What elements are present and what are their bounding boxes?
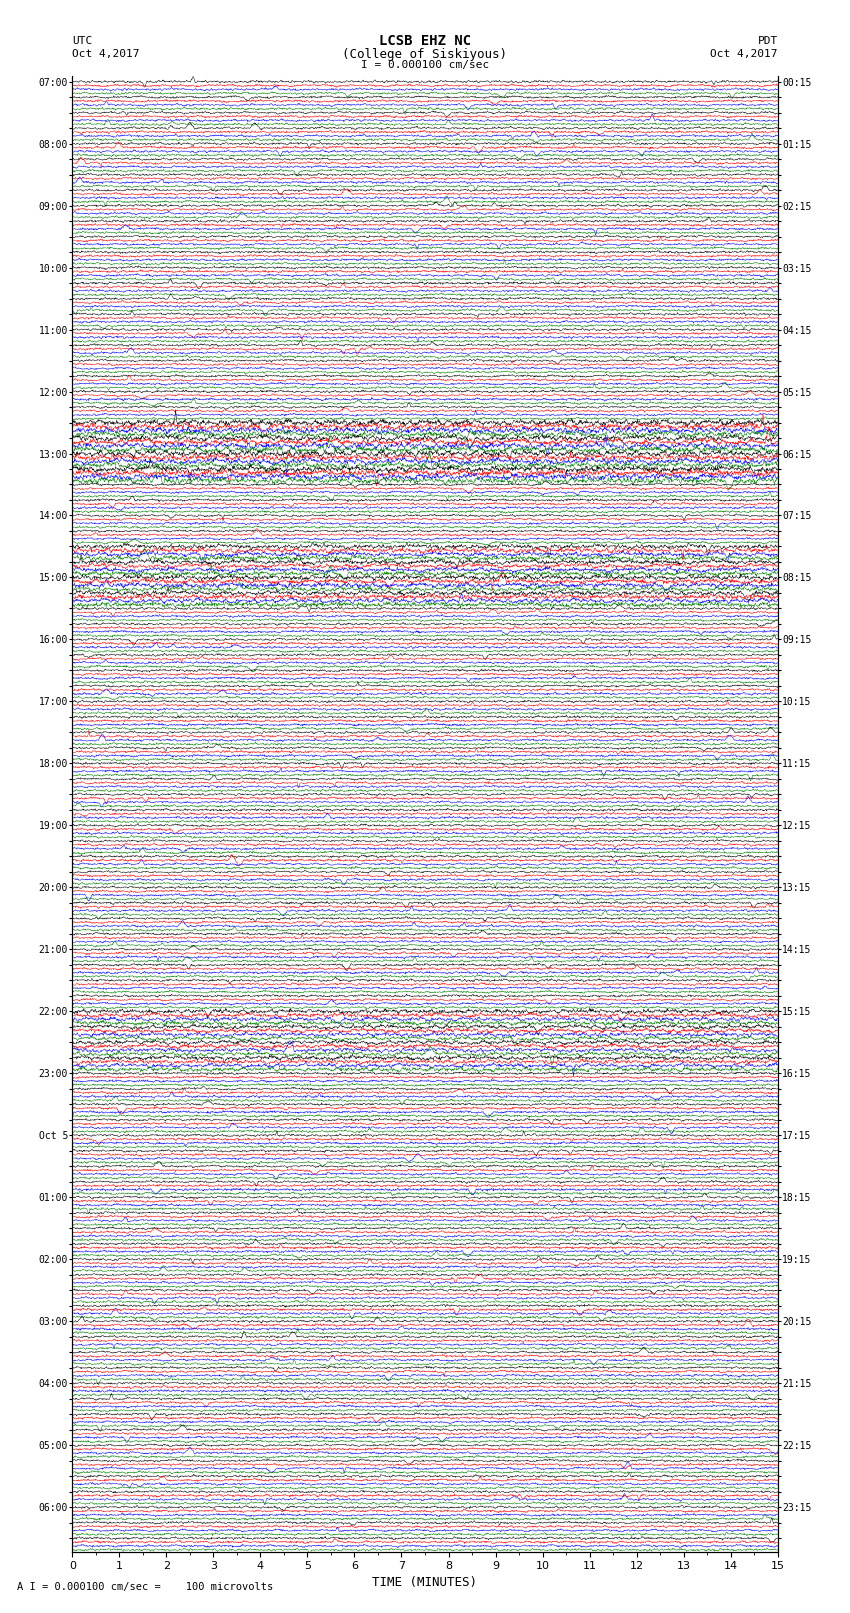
Text: Oct 4,2017: Oct 4,2017 [711, 48, 778, 60]
Text: Oct 4,2017: Oct 4,2017 [72, 48, 139, 60]
Text: PDT: PDT [757, 35, 778, 47]
Text: LCSB EHZ NC: LCSB EHZ NC [379, 34, 471, 48]
X-axis label: TIME (MINUTES): TIME (MINUTES) [372, 1576, 478, 1589]
Text: I = 0.000100 cm/sec: I = 0.000100 cm/sec [361, 60, 489, 71]
Text: UTC: UTC [72, 35, 93, 47]
Text: (College of Siskiyous): (College of Siskiyous) [343, 47, 507, 61]
Text: A I = 0.000100 cm/sec =    100 microvolts: A I = 0.000100 cm/sec = 100 microvolts [17, 1582, 273, 1592]
